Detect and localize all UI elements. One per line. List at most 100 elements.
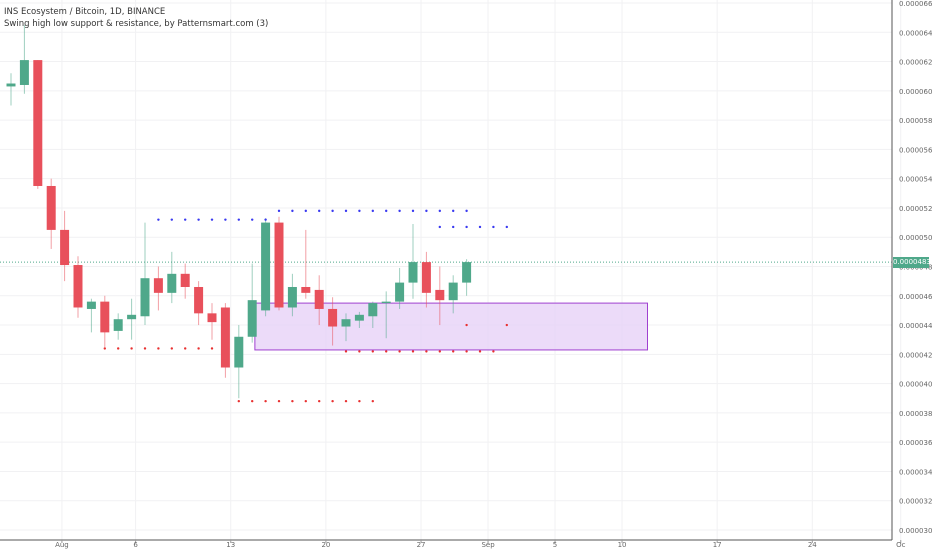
candle-up (247, 263, 257, 343)
time-tick-label: Sep (481, 541, 495, 549)
candle-up (167, 251, 177, 304)
candle-up (6, 73, 16, 106)
time-tick-label: 13 (226, 541, 235, 549)
support-dot (371, 399, 374, 403)
resistance-dot (224, 218, 227, 221)
candle-body (354, 314, 364, 321)
resistance-dot (264, 218, 267, 221)
chart-subtitle: Swing high low support & resistance, by … (4, 19, 269, 29)
candles (6, 24, 472, 399)
candle-down (421, 251, 431, 308)
time-tick-label: 20 (321, 541, 330, 549)
candle-body (73, 265, 83, 308)
candle-body (381, 301, 391, 304)
candle-body (140, 278, 150, 317)
chart-title: INS Ecosystem / Bitcoin, 1D, BINANCE (4, 7, 166, 17)
support-dot (425, 350, 428, 353)
candle-up (261, 218, 271, 317)
resistance-dot (438, 209, 441, 213)
resistance-dot (505, 225, 508, 229)
support-dot (452, 350, 455, 353)
support-dot (465, 323, 468, 327)
last-price-tag: 0.0000483 (893, 256, 931, 268)
candle-up (368, 301, 378, 328)
candle-down (328, 297, 338, 346)
support-dot (210, 347, 214, 350)
candle-body (341, 319, 351, 327)
candle-body (33, 60, 43, 186)
support-dot (371, 350, 374, 353)
support-dot (304, 399, 307, 403)
resistance-dot (251, 218, 254, 221)
candle-down (153, 266, 163, 311)
time-tick-label: Oc (896, 541, 906, 549)
candle-body (421, 262, 431, 293)
candle-body (220, 307, 230, 368)
candle-body (301, 286, 311, 293)
candle-body (408, 262, 418, 283)
resistance-dot (331, 209, 334, 213)
support-dot (438, 350, 441, 353)
support-dot (344, 350, 348, 353)
candle-down (435, 266, 445, 326)
time-tick-label: 17 (713, 541, 722, 549)
candle-up (287, 273, 297, 317)
resistance-dot (210, 218, 214, 221)
candle-body (274, 222, 284, 308)
support-dot (277, 399, 281, 403)
support-dot (398, 350, 401, 353)
support-dot (385, 350, 388, 353)
candle-down (220, 303, 230, 378)
candle-up (395, 267, 405, 309)
candle-body (395, 282, 405, 302)
candle-down (274, 216, 284, 311)
candle-body (113, 319, 123, 331)
candle-up (19, 24, 29, 94)
candle-body (368, 303, 378, 317)
candle-up (86, 298, 96, 333)
support-dot (358, 399, 361, 403)
resistance-dot (492, 225, 495, 229)
resistance-dot (157, 218, 160, 221)
price-tick-label: 0.0000300 (899, 527, 932, 535)
support-dot (344, 399, 348, 403)
candle-body (180, 273, 190, 287)
resistance-dot (358, 209, 361, 213)
resistance-dot (277, 209, 281, 213)
candle-down (207, 303, 217, 340)
candle-body (60, 229, 70, 266)
candle-down (60, 210, 70, 282)
resistance-dot (237, 218, 240, 221)
support-dot (505, 323, 508, 327)
candle-down (73, 256, 83, 318)
time-tick-label: 27 (417, 541, 426, 549)
candle-down (100, 295, 110, 348)
resistance-dot (438, 225, 441, 229)
candle-down (180, 263, 190, 299)
candle-body (435, 289, 445, 301)
resistance-dot (411, 209, 415, 213)
time-tick-label: 6 (133, 541, 138, 549)
candle-body (314, 289, 324, 309)
resistance-dot (304, 209, 307, 213)
resistance-dot (452, 225, 455, 229)
candle-body (462, 262, 472, 283)
candle-body (46, 185, 56, 230)
support-dot (103, 347, 107, 350)
candle-down (301, 229, 311, 299)
support-dot (184, 347, 187, 350)
candle-body (207, 313, 217, 323)
resistance-dot (371, 209, 374, 213)
support-dot (478, 350, 482, 353)
support-dot (157, 347, 160, 350)
